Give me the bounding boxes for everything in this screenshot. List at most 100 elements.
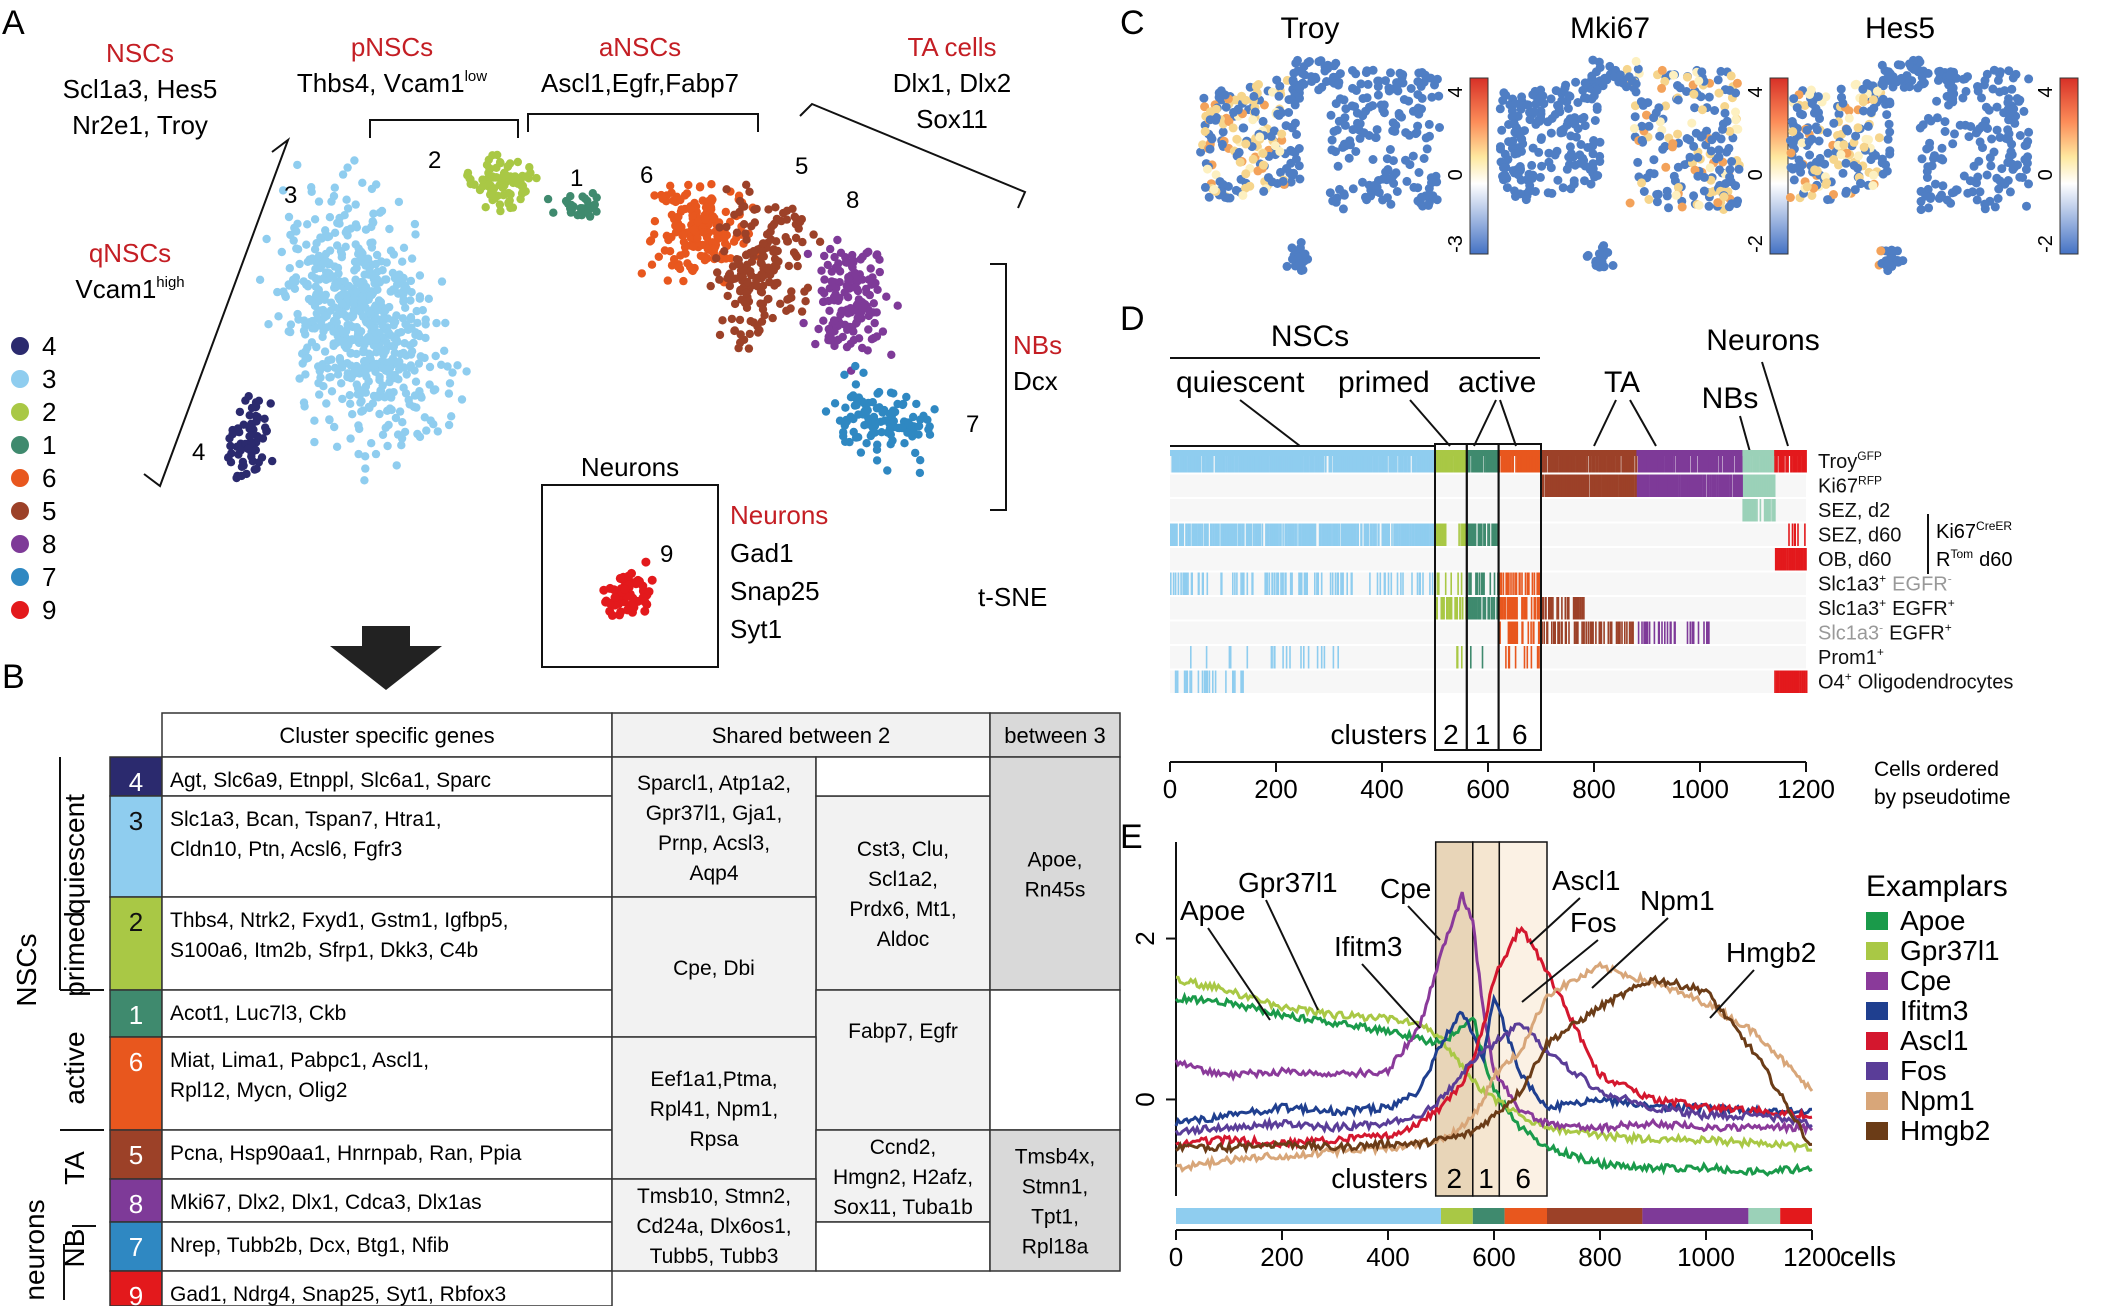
tsne-point [735, 315, 745, 325]
track-cell-mark [1629, 474, 1632, 497]
track-cell-mark [1475, 572, 1477, 595]
track-cell-mark [1707, 474, 1710, 497]
tsne-point [720, 247, 729, 256]
track-cell-mark [1581, 621, 1583, 644]
feature-point [1922, 173, 1932, 182]
feature-point [1731, 107, 1740, 117]
feature-point [1538, 91, 1548, 101]
track-cell-mark [1533, 621, 1535, 644]
ki67-bracket-label: Ki67CreER [1936, 519, 2012, 543]
track-cell-mark [1341, 450, 1344, 473]
track-cell-mark [1682, 474, 1685, 497]
shared-gene-text: Sparcl1, Atp1a2, [637, 772, 791, 795]
feature-point [1965, 176, 1975, 186]
tsne-point [484, 168, 493, 178]
tsne-point [391, 317, 400, 327]
tsne-point [730, 210, 739, 219]
tsne-point [247, 452, 256, 461]
track-cell-mark [1770, 450, 1773, 473]
feature-point [1255, 132, 1265, 142]
panel-letter-b: B [2, 658, 25, 696]
feature-point [1972, 195, 1982, 205]
tsne-point [820, 275, 829, 284]
feature-point [1689, 89, 1699, 99]
track-cell-mark [1564, 597, 1567, 620]
feature-point [1521, 195, 1531, 205]
cluster-number-7: 7 [966, 411, 979, 438]
track-cell-mark [1674, 621, 1676, 644]
track-cell-mark [1386, 450, 1388, 473]
feature-point [1589, 136, 1599, 145]
track-cell-mark [1482, 597, 1485, 620]
feature-point [1546, 163, 1556, 173]
track-cell-mark [1285, 523, 1288, 546]
tsne-point [684, 180, 693, 190]
track-cell-mark [1631, 474, 1634, 497]
feature-point [1588, 149, 1598, 159]
feature-point [1815, 153, 1825, 163]
track-cell-mark [1185, 572, 1188, 595]
track-cell-mark [1212, 450, 1214, 473]
track-cell-mark [1338, 523, 1341, 546]
tsne-point [346, 361, 355, 370]
tsne-point [235, 407, 245, 417]
tsne-point [701, 203, 711, 212]
genes-text-7: Nrep, Tubb2b, Dcx, Btg1, Nfib [170, 1234, 449, 1257]
feature-point [1917, 154, 1927, 164]
feature-point [1973, 82, 1982, 91]
group-dividers [59, 757, 104, 1300]
track-cell-mark [1433, 523, 1435, 546]
feature-point [1662, 186, 1672, 196]
tsne-point [385, 404, 395, 413]
track-cell-mark [1212, 523, 1215, 546]
track-cell-mark [1572, 450, 1574, 473]
shared-gene-text: Eef1a1,Ptma, [650, 1068, 777, 1091]
track-cell-mark [1385, 523, 1388, 546]
track-cell-mark [1444, 523, 1447, 546]
tsne-point [252, 415, 262, 424]
feature-point [1553, 175, 1563, 185]
tsne-point [347, 313, 357, 322]
tsne-point [854, 295, 864, 304]
tsne-point [848, 323, 857, 332]
tsne-point [663, 276, 672, 285]
track-cell-mark [1701, 450, 1704, 473]
panel-b-gene-table: Cluster specific genes Shared between 2 … [11, 712, 1121, 1306]
feature-point [1673, 95, 1683, 105]
track-cell-mark [1561, 621, 1563, 644]
tsne-point [759, 252, 768, 261]
feature-point [1637, 135, 1647, 145]
tsne-point [846, 307, 855, 316]
track-cell-mark [1575, 621, 1577, 644]
track-cell-mark [1801, 670, 1804, 693]
tsne-point [237, 462, 247, 471]
tsne-point [399, 243, 409, 252]
nscs-title: NSCs [106, 38, 174, 68]
tsne-point [354, 449, 363, 459]
qnscs-genes: Vcam1high [75, 274, 184, 304]
shared-gene-text: Rpsa [689, 1128, 738, 1151]
feature-point [1537, 161, 1547, 171]
track-cell-mark [1186, 670, 1189, 693]
tsne-point [715, 330, 725, 340]
feature-point [1713, 198, 1723, 208]
tsne-point [300, 402, 309, 411]
feature-point [1615, 70, 1625, 80]
feature-point [1516, 104, 1526, 114]
track-cell-mark [1277, 572, 1280, 595]
tsne-point [797, 307, 807, 316]
feature-point [1789, 94, 1799, 104]
tsne-point [268, 456, 277, 466]
header-specific: Cluster specific genes [279, 723, 494, 748]
track-cell-mark [1436, 597, 1438, 620]
feature-point [1849, 161, 1859, 170]
tsne-point [353, 306, 363, 315]
feature-point [1392, 187, 1402, 196]
feature-point [1637, 121, 1647, 131]
feature-point [1992, 125, 2002, 135]
tsne-point [869, 412, 879, 422]
track-cell-mark [1390, 450, 1393, 473]
track-cell-mark [1493, 572, 1496, 595]
feature-point [1655, 131, 1665, 141]
